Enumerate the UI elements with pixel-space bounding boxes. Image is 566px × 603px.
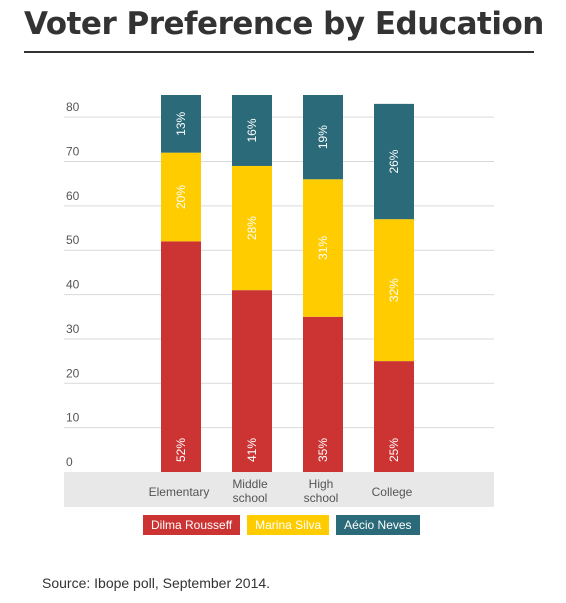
bar-value-label: 52% [174,438,188,462]
legend-item: Aécio Neves [336,515,420,535]
x-axis-labels: Elementary Middle school High school College [149,477,413,505]
y-tick-label: 60 [66,189,80,203]
bar-value-label: 31% [316,236,330,260]
bar-segment [374,219,414,362]
legend-item: Marina Silva [247,515,330,535]
bar-value-label: 25% [387,438,401,462]
bar-value-label: 16% [245,118,259,142]
legend-item: Dilma Rousseff [143,515,241,535]
stacked-bar-chart: 0 10 20 30 40 50 60 70 80 52% 20% 13% 41% 28% 16% 35% 3… [64,95,494,507]
y-tick-label: 10 [66,411,80,425]
y-tick-label: 50 [66,233,80,247]
bar-segment [161,95,201,153]
bar-value-label: 28% [245,216,259,240]
bar-segment [232,165,272,291]
bar-segment [161,241,201,472]
bar-segment [374,103,414,220]
bars: 52% 20% 13% 41% 28% 16% 35% 31% 19% 25% 32% 26% [161,95,414,472]
bar-value-label: 13% [174,111,188,135]
bar-value-label: 32% [387,278,401,302]
source-note: Source: Ibope poll, September 2014. [42,575,271,591]
bar-segment [303,316,343,472]
bar-value-label: 26% [387,149,401,173]
bar-value-label: 35% [316,438,330,462]
bar-value-label: 19% [316,125,330,149]
chart-title: Voter Preference by Education [24,6,544,42]
x-tick-label: High school [304,477,339,505]
title-rule [24,51,534,53]
bar-segment [232,95,272,166]
legend: Dilma Rousseff Marina Silva Aécio Neves [143,515,420,535]
y-tick-label: 80 [66,100,80,114]
bar-segment [374,361,414,472]
y-tick-label: 30 [66,322,80,336]
bar-segment [303,95,343,180]
bar-value-label: 41% [245,438,259,462]
bar-segment [303,179,343,317]
x-tick-label: Middle school [232,477,268,505]
y-tick-label: 0 [66,455,73,469]
x-axis-band [64,472,494,507]
y-tick-label: 70 [66,145,80,159]
x-tick-label: Elementary [149,485,210,499]
bar-value-label: 20% [174,185,188,209]
bar-segment [232,290,272,472]
gridlines [64,116,494,429]
bar-segment [161,152,201,242]
y-tick-label: 20 [66,366,80,380]
x-tick-label: College [372,485,413,499]
y-tick-label: 40 [66,278,80,292]
y-axis-ticks: 0 10 20 30 40 50 60 70 80 [66,100,80,469]
